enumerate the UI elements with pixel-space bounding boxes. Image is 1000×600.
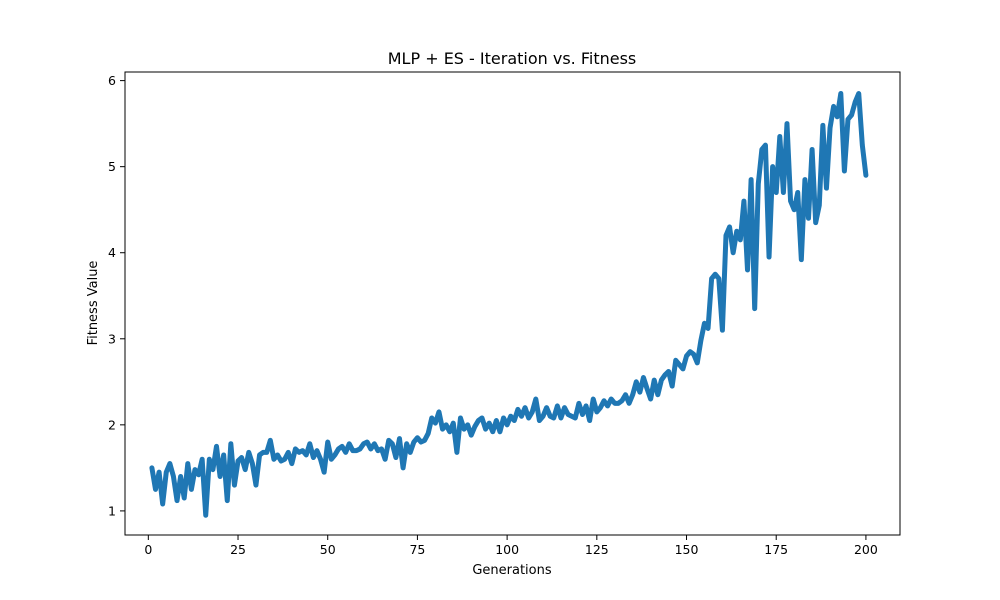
chart-title: MLP + ES - Iteration vs. Fitness	[388, 49, 637, 68]
x-tick-label: 125	[585, 542, 609, 557]
y-tick-label: 4	[108, 245, 116, 260]
x-tick-label: 50	[320, 542, 336, 557]
y-tick-label: 5	[108, 159, 116, 174]
x-tick-label: 25	[230, 542, 246, 557]
y-axis: 1 2 3 4 5 6	[108, 73, 125, 518]
plot-frame	[124, 71, 901, 536]
y-tick-label: 3	[108, 331, 116, 346]
x-tick-label: 200	[854, 542, 878, 557]
x-tick-label: 75	[409, 542, 425, 557]
y-axis-label: Fitness Value	[86, 261, 101, 346]
x-axis: 0 25 50 75 100 125 150 175 200	[144, 535, 878, 557]
x-tick-label: 175	[764, 542, 788, 557]
x-axis-label: Generations	[472, 563, 552, 578]
x-tick-label: 150	[675, 542, 699, 557]
y-tick-label: 2	[108, 417, 116, 432]
x-tick-label: 100	[495, 542, 519, 557]
plot-area	[124, 71, 901, 536]
x-tick-label: 0	[144, 542, 152, 557]
series-line	[149, 91, 869, 518]
y-tick-label: 6	[108, 73, 116, 88]
y-tick-label: 1	[108, 503, 116, 518]
